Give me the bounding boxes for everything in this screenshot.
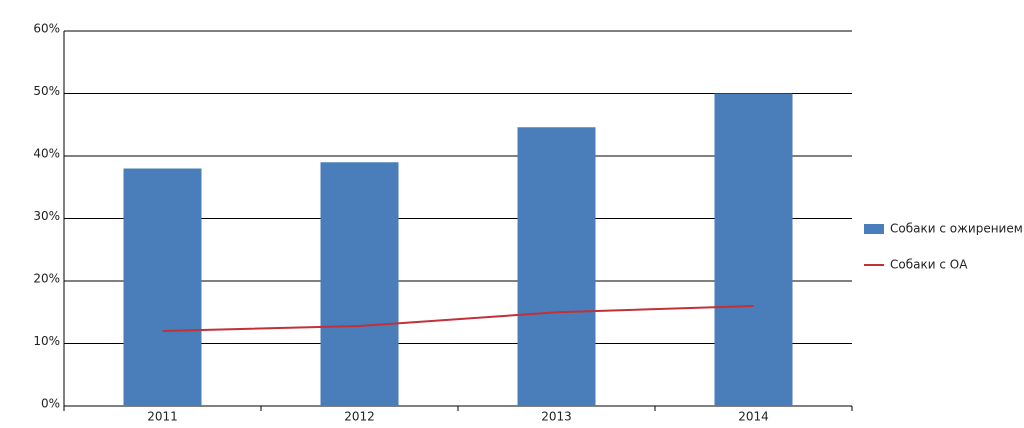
y-tick-label: 20% bbox=[33, 272, 60, 286]
x-tick-label: 2012 bbox=[344, 410, 375, 424]
x-tick-label: 2014 bbox=[738, 410, 769, 424]
bar bbox=[714, 93, 793, 406]
bar bbox=[517, 127, 596, 406]
legend-label: Собаки с ОА bbox=[890, 258, 968, 272]
x-tick-label: 2013 bbox=[541, 410, 572, 424]
y-tick-label: 30% bbox=[33, 209, 60, 223]
y-tick-label: 10% bbox=[33, 334, 60, 348]
x-tick-label: 2011 bbox=[147, 410, 178, 424]
y-tick-label: 40% bbox=[33, 147, 60, 161]
line bbox=[162, 305, 754, 332]
y-tick-label: 50% bbox=[33, 84, 60, 98]
legend-label: Собаки с ожирением bbox=[890, 222, 1023, 236]
bar bbox=[123, 168, 202, 406]
bar bbox=[320, 162, 399, 406]
legend-swatch bbox=[864, 224, 884, 234]
y-tick-label: 0% bbox=[41, 397, 60, 411]
y-tick-label: 60% bbox=[33, 22, 60, 36]
